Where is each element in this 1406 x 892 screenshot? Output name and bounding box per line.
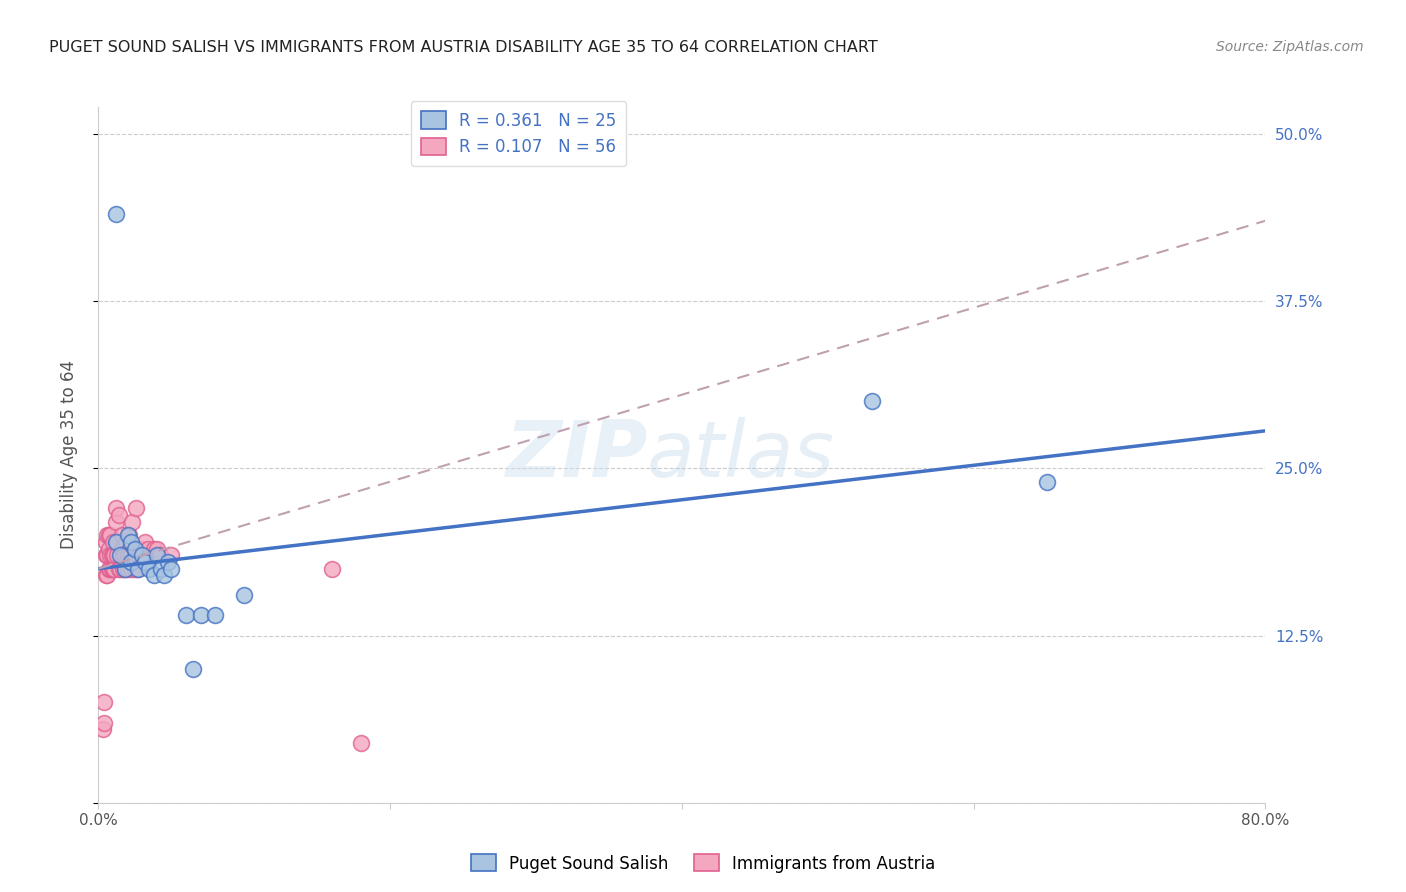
Point [97,528,120,542]
Point [124,562,146,576]
Point [98,548,121,563]
Point [124,541,146,556]
Point [321,562,343,576]
Point [101,562,124,576]
Point [91,723,114,737]
Point [96,568,118,582]
Point [117,528,139,542]
Y-axis label: Disability Age 35 to 64: Disability Age 35 to 64 [59,360,77,549]
Point [120,548,142,563]
Point [94,548,117,563]
Point [1035,475,1057,489]
Point [110,562,132,576]
Point [121,515,143,529]
Point [111,528,134,542]
Point [174,608,197,623]
Point [120,562,142,576]
Point [127,562,149,576]
Point [100,562,122,576]
Point [103,562,125,576]
Point [93,715,115,730]
Point [153,568,176,582]
Point [117,548,139,563]
Point [98,562,121,576]
Text: atlas: atlas [647,417,835,493]
Point [108,562,131,576]
Point [134,555,156,569]
Point [114,548,136,563]
Point [96,548,118,563]
Point [110,548,132,563]
Point [114,562,136,576]
Point [98,528,121,542]
Point [233,589,256,603]
Point [128,548,150,563]
Point [125,501,148,516]
Point [100,548,122,563]
Point [150,562,173,576]
Point [94,534,117,549]
Point [181,662,204,676]
Point [104,501,127,516]
Point [131,548,153,563]
Point [142,541,165,556]
Point [93,696,115,710]
Legend: Puget Sound Salish, Immigrants from Austria: Puget Sound Salish, Immigrants from Aust… [464,847,942,880]
Point [97,562,120,576]
Point [94,568,117,582]
Point [96,528,118,542]
Point [131,541,153,556]
Point [104,515,127,529]
Point [350,735,373,749]
Point [204,608,226,623]
Point [115,534,138,549]
Point [105,548,128,563]
Point [112,562,135,576]
Point [142,568,165,582]
Point [134,534,156,549]
Point [160,562,183,576]
Point [860,394,883,409]
Point [120,555,142,569]
Point [146,541,169,556]
Point [117,562,139,576]
Point [157,555,180,569]
Point [138,562,160,576]
Point [127,562,149,576]
Point [103,548,125,563]
Point [190,608,212,623]
Point [160,548,183,563]
Point [101,534,124,549]
Point [114,562,136,576]
Text: PUGET SOUND SALISH VS IMMIGRANTS FROM AUSTRIA DISABILITY AGE 35 TO 64 CORRELATIO: PUGET SOUND SALISH VS IMMIGRANTS FROM AU… [49,40,877,55]
Point [111,541,134,556]
Point [136,541,159,556]
Legend: R = 0.361   N = 25, R = 0.107   N = 56: R = 0.361 N = 25, R = 0.107 N = 56 [411,102,626,166]
Point [104,207,127,221]
Point [139,548,162,563]
Text: ZIP: ZIP [505,417,647,493]
Point [118,528,141,542]
Point [101,548,124,563]
Point [112,548,135,563]
Point [104,534,127,549]
Text: Source: ZipAtlas.com: Source: ZipAtlas.com [1216,40,1364,54]
Point [149,548,172,563]
Point [105,534,128,549]
Point [146,548,169,563]
Point [108,508,131,523]
Point [120,534,142,549]
Point [97,541,120,556]
